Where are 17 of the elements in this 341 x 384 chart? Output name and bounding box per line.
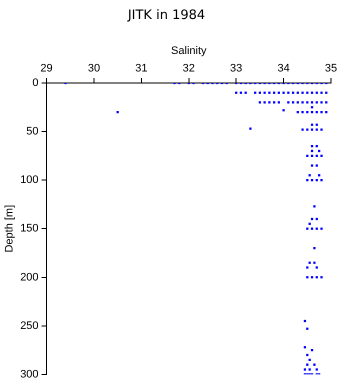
x-tick-label: 32 (182, 62, 195, 74)
y-axis-title: Depth [m] (4, 204, 16, 253)
y-tick-label: 100 (20, 174, 39, 186)
y-tick-label: 50 (26, 126, 39, 138)
x-tick-label: 30 (88, 62, 100, 74)
x-tick-label: 31 (135, 62, 148, 74)
x-tick-label: 35 (324, 62, 338, 74)
y-tick-label: 300 (20, 368, 39, 380)
y-tick-label: 250 (20, 320, 39, 332)
chart-title: JITK in 1984 (126, 8, 206, 24)
x-tick-label: 33 (230, 62, 242, 74)
x-tick-label: 29 (40, 62, 53, 74)
y-tick-label: 0 (32, 77, 39, 90)
y-tick-label: 200 (20, 271, 39, 284)
y-tick-label: 150 (20, 222, 39, 235)
x-axis-title: Salinity (171, 45, 207, 58)
x-tick-label: 34 (277, 62, 290, 74)
